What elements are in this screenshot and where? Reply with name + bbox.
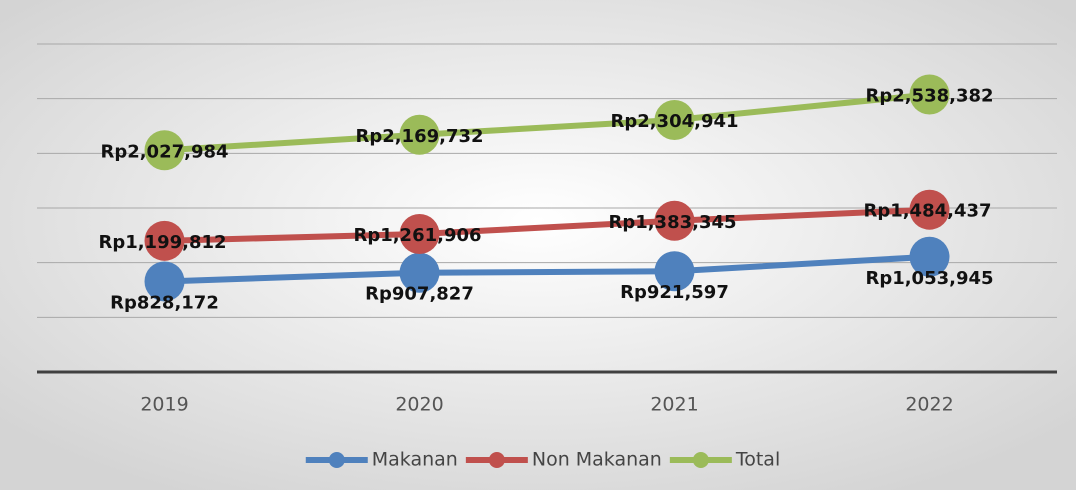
data-label: Rp2,538,382: [865, 85, 993, 106]
data-label: Rp2,304,941: [610, 111, 738, 132]
marker: [144, 261, 185, 302]
series-line: [164, 91, 930, 154]
marker: [654, 251, 695, 292]
data-label: Rp1,484,437: [863, 201, 991, 222]
data-label: Rp1,383,345: [608, 212, 736, 233]
data-label: Rp2,027,984: [100, 141, 228, 162]
x-tick-label: 2022: [905, 394, 953, 416]
marker: [399, 214, 440, 255]
legend-marker: [328, 452, 345, 468]
series-line: [164, 206, 930, 244]
legend-label: Makanan: [372, 449, 458, 471]
data-label: Rp1,261,906: [353, 225, 481, 246]
marker: [144, 130, 185, 171]
legend-marker: [488, 452, 505, 468]
data-label: Rp828,172: [110, 292, 219, 313]
marker: [909, 74, 950, 115]
marker: [399, 252, 440, 293]
x-tick-label: 2021: [650, 394, 698, 416]
legend-label: Total: [735, 449, 780, 471]
marker: [399, 114, 440, 155]
marker: [654, 200, 695, 241]
marker: [654, 99, 695, 140]
data-label: Rp1,053,945: [865, 268, 993, 289]
legend-marker: [692, 452, 709, 468]
x-tick-label: 2019: [140, 394, 188, 416]
data-label: Rp907,827: [365, 284, 474, 305]
series-line: [164, 253, 930, 285]
legend-label: Non Makanan: [532, 449, 662, 471]
marker: [909, 236, 950, 277]
marker: [144, 220, 185, 261]
x-tick-label: 2020: [395, 394, 443, 416]
data-label: Rp921,597: [620, 282, 729, 303]
legend: Makanan Non Makanan Total: [305, 449, 780, 471]
data-label: Rp1,199,812: [98, 232, 226, 253]
data-label: Rp2,169,732: [355, 126, 483, 147]
marker: [909, 189, 950, 230]
